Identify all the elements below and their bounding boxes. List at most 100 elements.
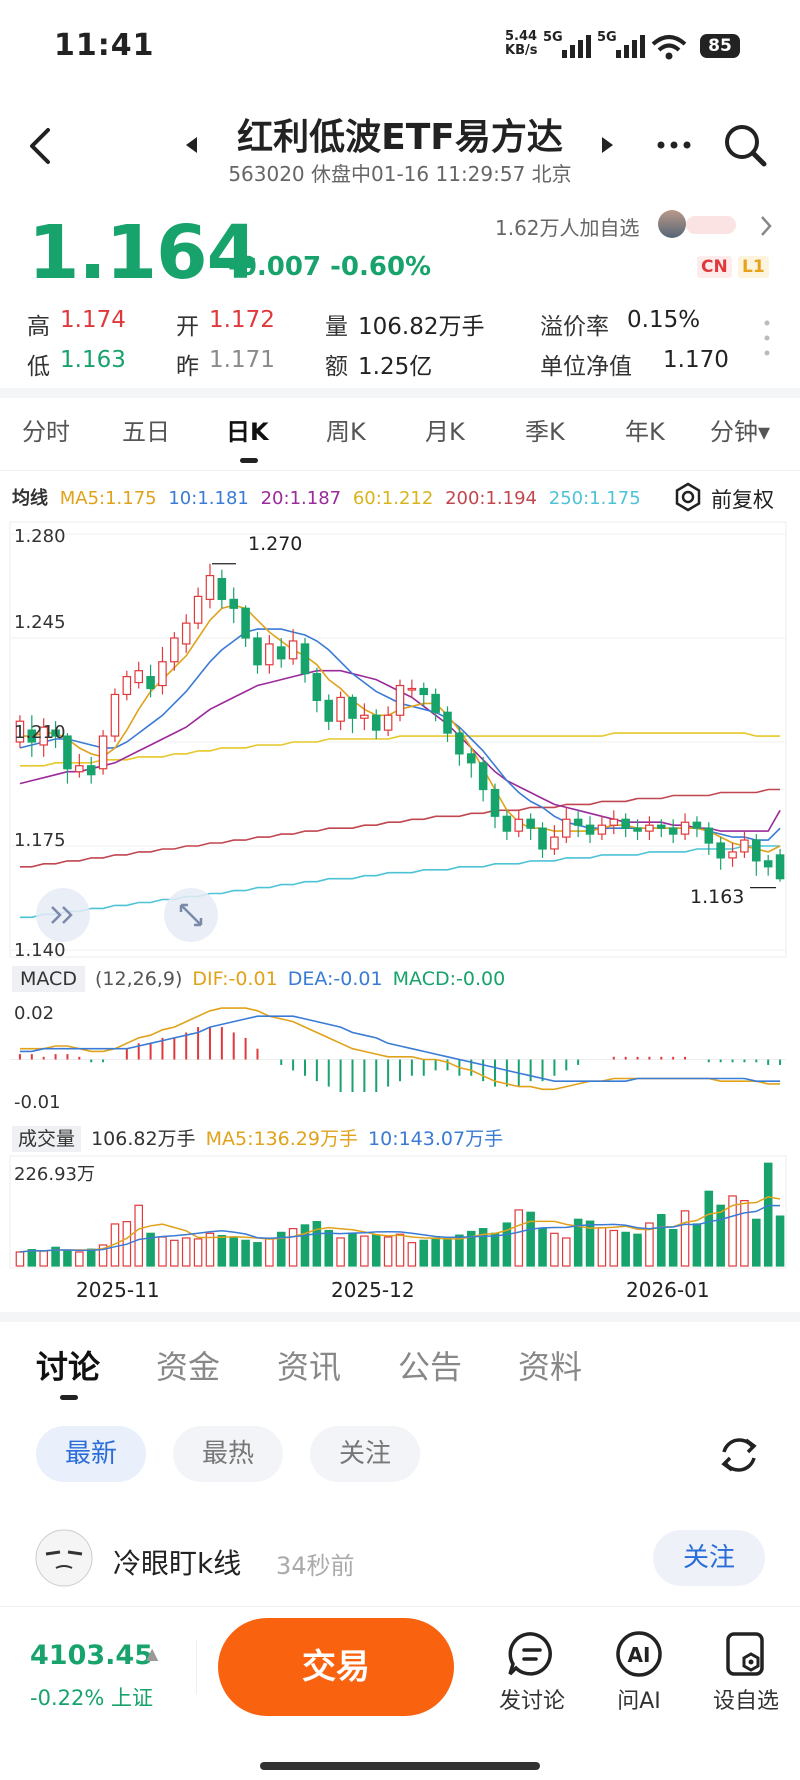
post-discussion-label[interactable]: 发讨论 — [498, 1689, 565, 1714]
back-icon[interactable] — [26, 126, 54, 166]
add-watchlist-icon[interactable] — [716, 1628, 776, 1680]
low-value: 1.163 — [60, 347, 126, 373]
filter-latest[interactable]: 最新 — [36, 1426, 146, 1482]
high-marker-label: 1.270 — [248, 533, 303, 555]
ma200-line — [19, 788, 781, 868]
filter-follow[interactable]: 关注 — [310, 1426, 420, 1482]
candle-body — [63, 735, 72, 770]
volume-bar — [51, 1246, 60, 1267]
volume-bar — [728, 1195, 737, 1267]
candle-body — [680, 821, 690, 835]
volume-current: 106.82万手 — [91, 1128, 196, 1150]
chevron-right-icon[interactable] — [758, 214, 774, 238]
tab-fenshi[interactable]: 分时 — [22, 418, 70, 446]
tab-news[interactable]: 资讯 — [277, 1348, 342, 1386]
tab-funds[interactable]: 资金 — [156, 1348, 221, 1386]
volume-bar — [526, 1211, 535, 1267]
tab-daily-k[interactable]: 日K — [226, 418, 269, 446]
volume-bar — [573, 1218, 583, 1267]
volume-label[interactable]: 成交量 — [12, 1126, 82, 1152]
active-tab-indicator — [240, 458, 258, 463]
volume-bar — [312, 1221, 322, 1267]
watchers-count[interactable]: 1.62万人加自选 — [495, 216, 640, 240]
next-stock-icon[interactable] — [600, 135, 616, 155]
discussion-icon[interactable] — [502, 1628, 562, 1680]
post-author[interactable]: 冷眼盯k线 — [113, 1547, 242, 1580]
volume-bar — [193, 1238, 203, 1267]
tab-minute-dropdown[interactable]: 分钟▾ — [710, 418, 771, 446]
premium-value: 0.15% — [627, 307, 701, 333]
volume-bar — [181, 1237, 191, 1267]
battery-icon: 85 — [700, 34, 740, 58]
candle-body — [288, 640, 298, 660]
x-tick-3: 2026-01 — [626, 1278, 710, 1302]
macd-label[interactable]: MACD — [12, 966, 85, 992]
set-watchlist-label[interactable]: 设自选 — [712, 1689, 779, 1714]
avatar[interactable] — [34, 1528, 94, 1588]
candle-body — [419, 687, 429, 696]
volume-bar — [276, 1231, 286, 1267]
tab-weekly-k[interactable]: 周K — [326, 418, 366, 446]
ai-icon[interactable]: AI — [609, 1628, 669, 1680]
volume-bar — [134, 1204, 143, 1267]
volume-bar — [502, 1222, 512, 1267]
tab-yearly-k[interactable]: 年K — [625, 418, 665, 446]
refresh-icon[interactable] — [716, 1432, 762, 1478]
macd-y-top: 0.02 — [14, 1003, 55, 1024]
volume-ma10-line — [19, 1204, 781, 1253]
filter-hot[interactable]: 最热 — [173, 1426, 283, 1482]
candle-body — [633, 827, 642, 832]
follow-button[interactable]: 关注 — [653, 1530, 765, 1586]
candle-body — [728, 851, 737, 859]
ma-label: 均线 — [12, 488, 48, 509]
volume-bar — [348, 1232, 357, 1267]
search-icon[interactable] — [722, 122, 768, 168]
candle-body — [466, 753, 476, 764]
high-label: 高 — [27, 314, 50, 340]
volume-bar — [585, 1220, 595, 1267]
tab-announcement[interactable]: 公告 — [398, 1348, 463, 1386]
ask-ai-label[interactable]: 问AI — [617, 1689, 661, 1714]
quote-more-icon[interactable] — [762, 318, 772, 358]
volume-bar — [86, 1248, 96, 1267]
ma20-value: 20:1.187 — [260, 488, 342, 509]
tab-quarterly-k[interactable]: 季K — [525, 418, 565, 446]
candle-body — [348, 696, 357, 719]
fullscreen-button[interactable] — [164, 888, 218, 942]
candle-body — [526, 818, 535, 829]
volume-bar — [205, 1232, 215, 1267]
candle-body — [443, 711, 452, 734]
candle-body — [561, 818, 571, 838]
candle-body — [27, 729, 37, 743]
candle-body — [253, 637, 262, 666]
index-value[interactable]: 4103.45 — [30, 1640, 153, 1671]
tab-monthly-k[interactable]: 月K — [425, 418, 465, 446]
expand-left-button[interactable] — [36, 888, 90, 942]
trade-button[interactable]: 交易 — [218, 1618, 454, 1716]
volume-bar — [633, 1233, 642, 1267]
signal-label-1: 5G — [543, 30, 563, 45]
volume-legend: 成交量 106.82万手 MA5:136.29万手 10:143.07万手 — [12, 1124, 503, 1152]
tab-profile[interactable]: 资料 — [518, 1348, 583, 1386]
avatar-group-badge — [686, 216, 736, 234]
gear-icon[interactable] — [672, 481, 704, 513]
candle-body — [514, 818, 524, 832]
stock-chart[interactable] — [0, 520, 800, 1310]
amount-value: 1.25亿 — [358, 354, 433, 380]
prev-stock-icon[interactable] — [183, 135, 199, 155]
volume-bar — [146, 1232, 155, 1267]
candle-body — [490, 788, 500, 817]
volume-bar — [395, 1233, 405, 1267]
tab-discussion[interactable]: 讨论 — [36, 1348, 101, 1386]
ai-icon-text: AI — [628, 1643, 651, 1667]
candle-body — [229, 598, 239, 609]
more-icon[interactable] — [656, 138, 692, 152]
prev-close-label: 昨 — [176, 354, 199, 380]
ma5-value: MA5:1.175 — [59, 488, 157, 509]
candle-body — [193, 595, 203, 624]
volume-bar — [597, 1227, 607, 1267]
tab-five-day[interactable]: 五日 — [122, 418, 170, 446]
candle-body — [205, 574, 215, 600]
adjust-mode[interactable]: 前复权 — [711, 488, 774, 512]
candle-body — [51, 729, 60, 737]
